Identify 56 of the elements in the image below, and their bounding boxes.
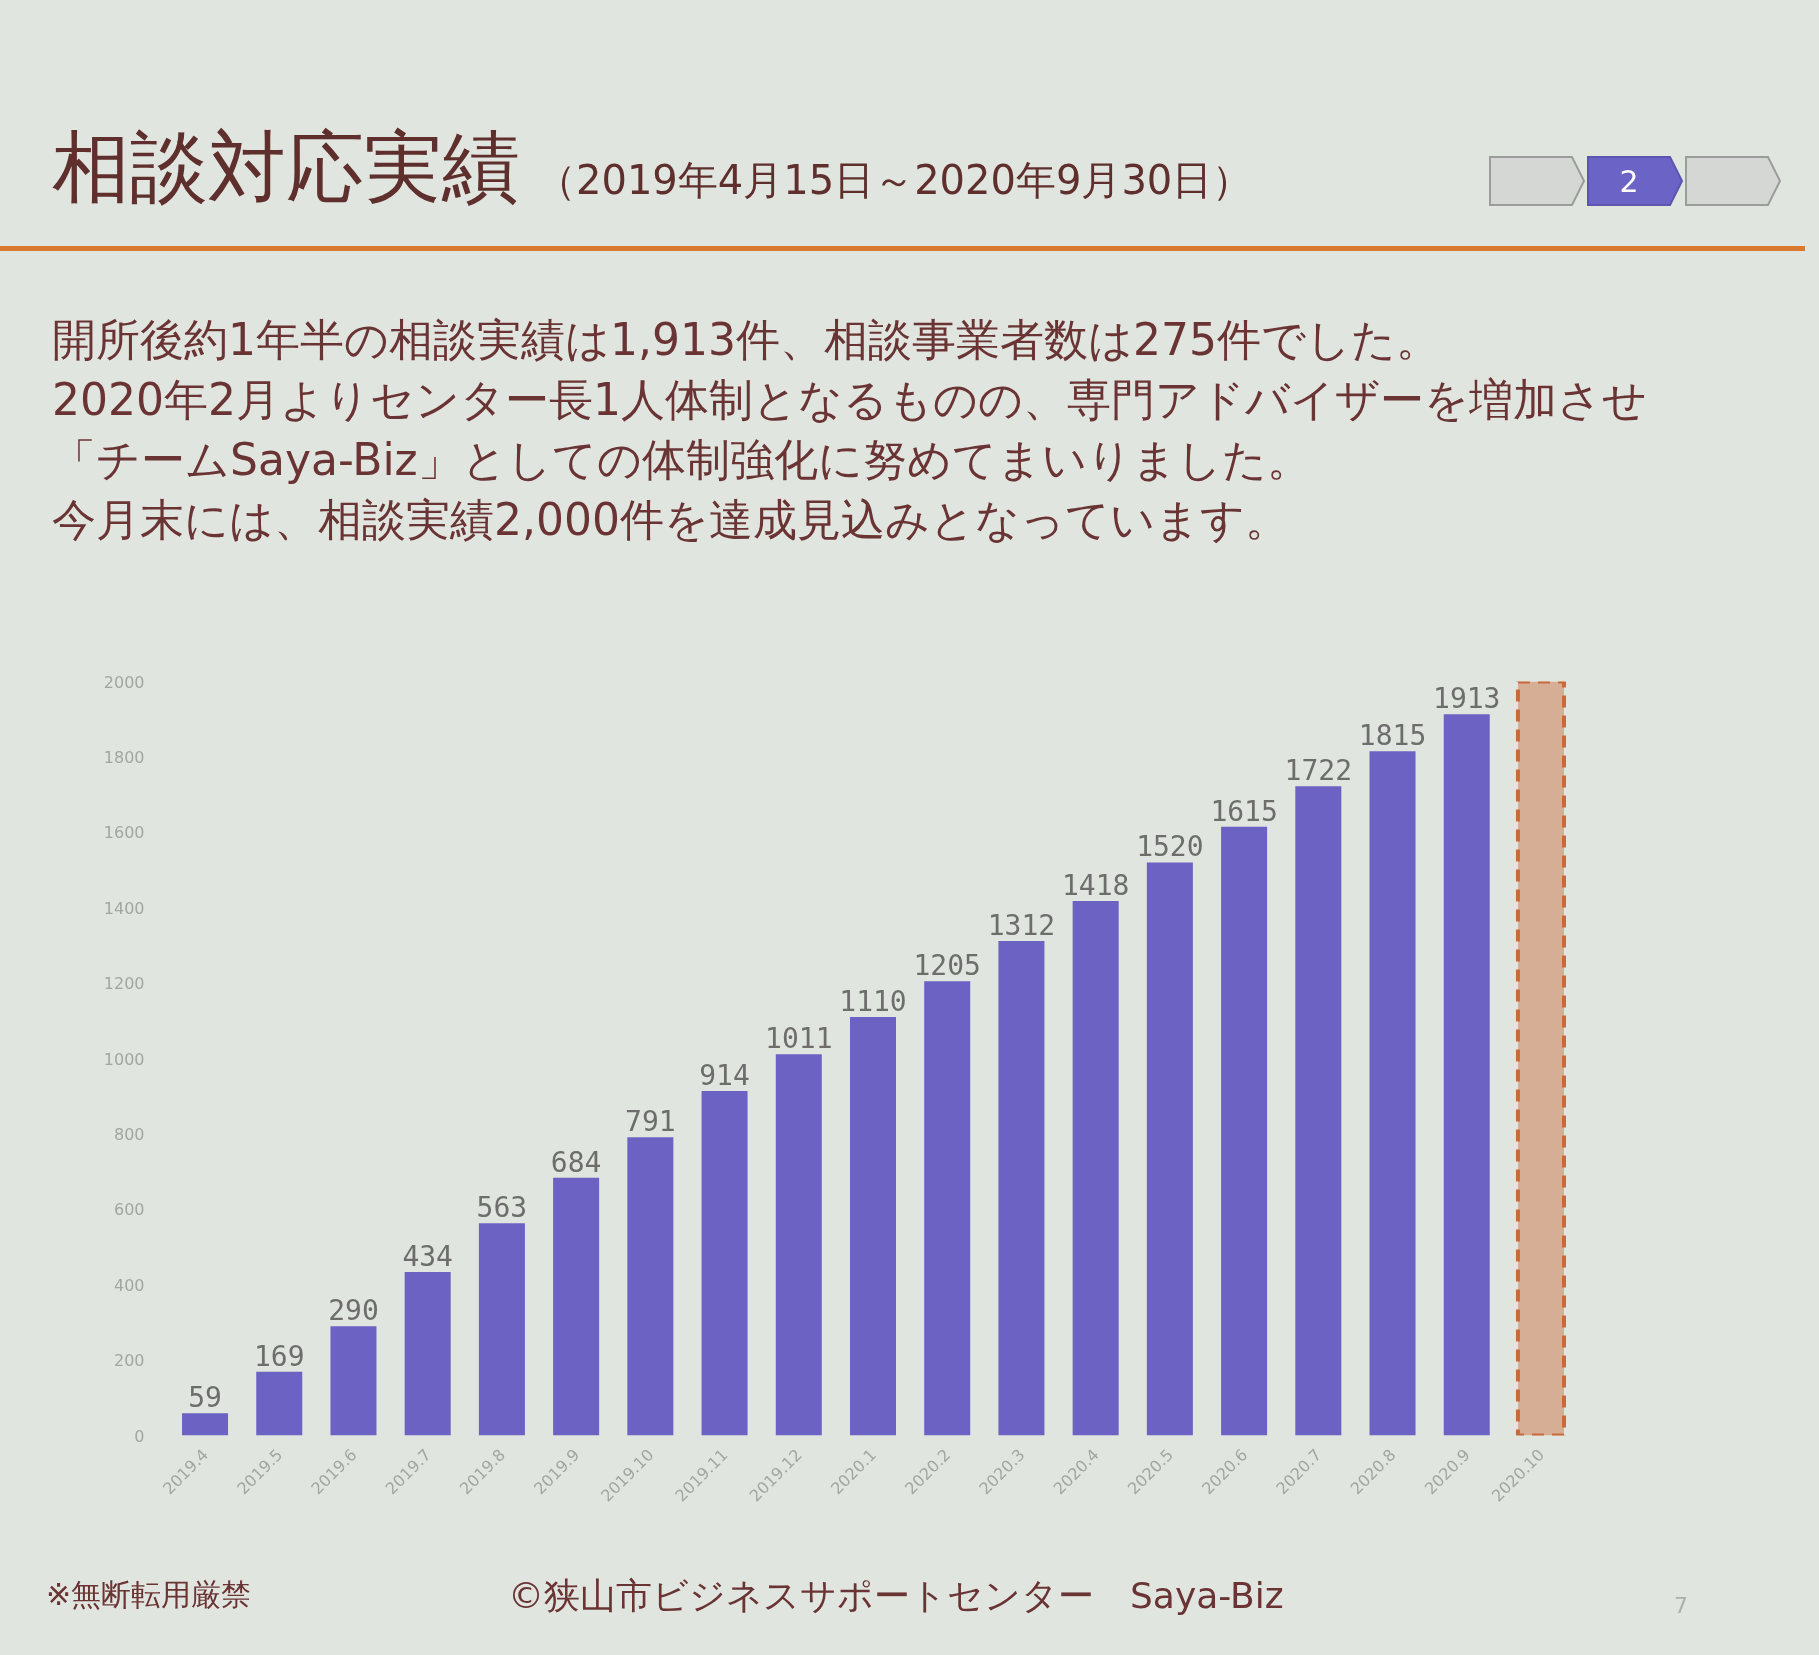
bar	[849, 1017, 897, 1436]
data-label: 914	[699, 1058, 750, 1092]
data-label: 1110	[839, 985, 907, 1019]
y-tick-label: 1600	[103, 823, 145, 843]
y-tick-label: 0	[134, 1426, 145, 1446]
data-label: 1815	[1358, 719, 1427, 753]
data-label: 1011	[765, 1022, 833, 1056]
bar	[701, 1090, 748, 1436]
bar	[1295, 786, 1342, 1436]
data-label: 1520	[1136, 830, 1204, 864]
data-label: 1312	[987, 908, 1056, 942]
bar	[775, 1054, 822, 1436]
data-label: 1205	[913, 949, 981, 983]
bar	[1072, 900, 1119, 1436]
y-tick-label: 1400	[103, 898, 145, 918]
y-tick-label: 1200	[103, 974, 145, 994]
bar	[1443, 714, 1490, 1436]
data-label: 1722	[1284, 754, 1353, 788]
text: 2020年2月よりセンター長1人体制となるものの、専門アドバイザーを増加させ	[52, 373, 1647, 427]
bar	[998, 940, 1045, 1436]
text: 今月末には、相談実績2,000件を達成見込みとなっています。	[52, 493, 1289, 547]
bar	[330, 1326, 377, 1436]
chart-subtitle: （2019年4月15日～2020年9月30日）	[536, 157, 1253, 203]
text: 開所後約1年半の相談実績は1,913件、相談事業者数は275件でした。	[52, 313, 1440, 367]
y-tick-label: 2000	[103, 672, 145, 692]
data-label: 59	[188, 1381, 222, 1415]
data-label: 791	[625, 1105, 676, 1139]
bar	[1221, 826, 1268, 1436]
bar	[924, 981, 971, 1436]
y-tick-label: 800	[113, 1124, 145, 1144]
data-label: 1418	[1061, 868, 1130, 902]
y-tick-label: 1000	[103, 1049, 145, 1069]
data-label: 563	[476, 1191, 528, 1225]
data-label: 684	[550, 1145, 602, 1179]
text: ©狭山市ビジネスサポートセンター Saya-Biz	[508, 1574, 1284, 1618]
y-tick-label: 1800	[103, 747, 145, 767]
bar	[182, 1413, 229, 1436]
data-label: 1615	[1210, 794, 1278, 828]
bar	[478, 1223, 525, 1436]
bar	[256, 1371, 303, 1436]
bar	[627, 1137, 674, 1436]
bar	[1369, 751, 1416, 1436]
bar	[1146, 862, 1193, 1436]
chart-title: 相談対応実績	[52, 122, 520, 212]
text: 2	[1618, 163, 1640, 201]
data-label: 169	[253, 1339, 305, 1373]
bar	[404, 1271, 451, 1436]
data-label: 434	[402, 1239, 453, 1273]
text: ※無断転用厳禁	[46, 1576, 252, 1614]
y-tick-label: 600	[113, 1200, 145, 1220]
data-label: 1913	[1433, 682, 1501, 716]
bar	[553, 1177, 600, 1436]
text: 「チームSaya-Biz」としての体制強化に努めてまいりました。	[52, 433, 1311, 487]
y-tick-label: 200	[113, 1351, 145, 1371]
y-tick-label: 400	[113, 1275, 145, 1295]
data-label: 290	[328, 1294, 379, 1328]
